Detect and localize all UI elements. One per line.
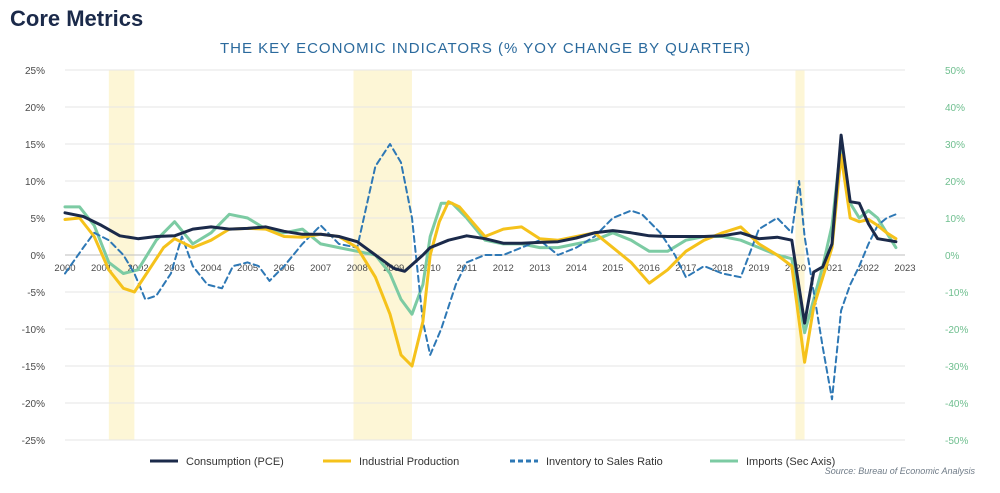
x-tick-label: 2017 — [675, 263, 696, 274]
left-tick-label: -25% — [22, 436, 45, 447]
right-tick-label: -30% — [945, 362, 968, 373]
x-tick-label: 2001 — [91, 263, 112, 274]
legend-label-inventory-to-sales: Inventory to Sales Ratio — [546, 456, 663, 468]
right-tick-label: 0% — [945, 251, 960, 262]
x-tick-label: 2013 — [529, 263, 550, 274]
x-tick-label: 2003 — [164, 263, 185, 274]
source-note: Source: Bureau of Economic Analysis — [824, 466, 975, 476]
right-y-axis: 50% 40% 30% 20% 10% 0% -10% -20% -30% -40% -50% — [945, 66, 968, 447]
x-tick-label: 2023 — [894, 263, 915, 274]
x-tick-label: 2004 — [201, 263, 222, 274]
series-line-pce — [63, 133, 898, 325]
left-tick-label: 20% — [25, 103, 45, 114]
legend: Consumption (PCE) Industrial Production In… — [150, 456, 835, 468]
series-line-industrial-production — [63, 153, 898, 368]
left-tick-label: -20% — [22, 399, 45, 410]
x-tick-label: 2019 — [748, 263, 769, 274]
left-tick-label: 25% — [25, 66, 45, 77]
x-tick-label: 2021 — [821, 263, 842, 274]
left-y-axis: 25% 20% 15% 10% 5% 0% -5% -10% -15% -20% -25% — [22, 66, 45, 447]
left-tick-label: 5% — [31, 214, 46, 225]
gridlines — [65, 69, 905, 441]
right-tick-label: 30% — [945, 140, 965, 151]
left-tick-label: 15% — [25, 140, 45, 151]
right-tick-label: 50% — [945, 66, 965, 77]
x-tick-label: 2007 — [310, 263, 331, 274]
legend-label-industrial-production: Industrial Production — [359, 456, 459, 468]
legend-label-pce: Consumption (PCE) — [186, 456, 284, 468]
x-tick-label: 2000 — [54, 263, 75, 274]
left-tick-label: -15% — [22, 362, 45, 373]
right-tick-label: 20% — [945, 177, 965, 188]
left-tick-label: -5% — [27, 288, 45, 299]
series-line-inventory-to-sales — [64, 143, 897, 401]
chart-subtitle: THE KEY ECONOMIC INDICATORS (% YOY CHANG… — [220, 40, 752, 57]
x-tick-label: 2022 — [858, 263, 879, 274]
x-tick-label: 2006 — [274, 263, 295, 274]
x-tick-label: 2012 — [493, 263, 514, 274]
x-tick-label: 2015 — [602, 263, 623, 274]
x-tick-label: 2011 — [457, 263, 477, 274]
legend-label-imports: Imports (Sec Axis) — [746, 456, 835, 468]
right-tick-label: -50% — [945, 436, 968, 447]
right-tick-label: -20% — [945, 325, 968, 336]
page-title: Core Metrics — [10, 6, 144, 31]
line-chart: 25% 20% 15% 10% 5% 0% -5% -10% -15% -20% -25% 50% 4… — [22, 66, 969, 468]
header: Core Metrics — [10, 6, 980, 66]
x-tick-label: 2016 — [639, 263, 660, 274]
x-axis: 2000 2001 2002 2003 2004 2005 2006 2007 2008 2009… — [54, 263, 915, 274]
right-tick-label: -10% — [945, 288, 968, 299]
right-tick-label: -40% — [945, 399, 968, 410]
chart-container: 25% 20% 15% 10% 5% 0% -5% -10% -15% -20% -25% 50% 4… — [0, 60, 1000, 488]
left-tick-label: -10% — [22, 325, 45, 336]
right-tick-label: 10% — [945, 214, 965, 225]
left-tick-label: 0% — [31, 251, 46, 262]
x-tick-label: 2014 — [566, 263, 587, 274]
right-tick-label: 40% — [945, 103, 965, 114]
series-lines — [63, 133, 898, 401]
left-tick-label: 10% — [25, 177, 45, 188]
x-tick-label: 2005 — [237, 263, 258, 274]
x-tick-label: 2018 — [712, 263, 733, 274]
x-tick-label: 2008 — [347, 263, 368, 274]
